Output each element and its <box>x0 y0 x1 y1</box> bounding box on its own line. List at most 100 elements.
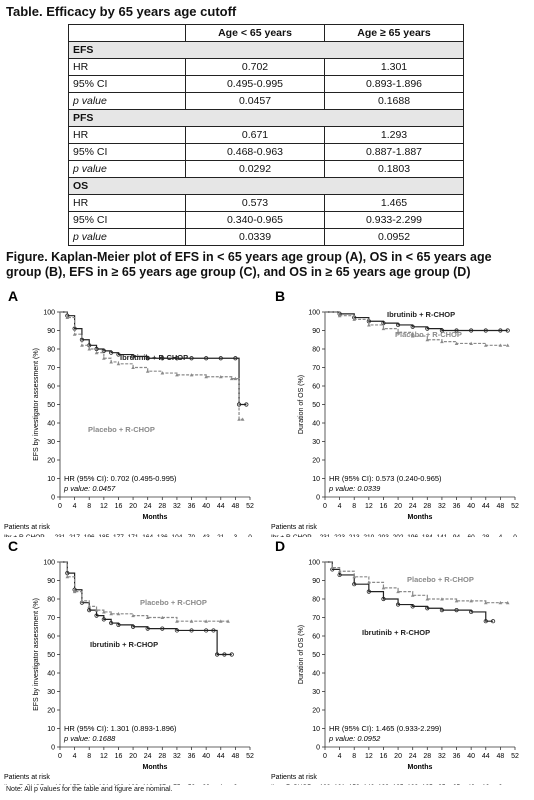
risk-count: 161 <box>334 784 345 785</box>
y-tick-label: 40 <box>312 671 320 678</box>
table-row: 95% CI 0.495-0.995 0.893-1.896 <box>68 75 464 93</box>
censor-mark <box>65 315 70 320</box>
x-tick-label: 24 <box>409 753 417 760</box>
ibrutinib-legend-label: Ibrutinib + R-CHOP <box>120 353 188 362</box>
y-tick-label: 80 <box>47 347 55 354</box>
censor-mark <box>229 376 234 381</box>
censor-mark <box>352 317 357 321</box>
x-tick-label: 48 <box>496 503 504 510</box>
risk-count: 132 <box>407 784 418 785</box>
risk-count: 0 <box>234 784 238 785</box>
x-tick-label: 52 <box>246 503 254 510</box>
censor-mark <box>145 615 150 619</box>
y-tick-label: 100 <box>308 310 320 317</box>
x-tick-label: 8 <box>352 503 356 510</box>
x-tick-label: 52 <box>511 753 519 760</box>
x-tick-label: 8 <box>87 503 91 510</box>
panel-letter: C <box>8 538 18 554</box>
y-tick-label: 80 <box>312 347 320 354</box>
risk-count: 157 <box>69 784 80 785</box>
risk-count: 4 <box>499 534 503 537</box>
x-tick-label: 24 <box>409 503 417 510</box>
censor-mark <box>425 337 430 342</box>
risk-table-title: Patients at risk <box>4 774 50 781</box>
table-header-row: Age < 65 years Age ≥ 65 years <box>68 24 464 42</box>
censor-mark <box>211 628 216 633</box>
footnote: Note: All p values for the table and fig… <box>6 786 173 793</box>
y-tick-label: 100 <box>308 560 320 567</box>
ibrutinib-legend-label: Ibrutinib + R-CHOP <box>90 640 158 649</box>
x-tick-label: 20 <box>129 503 137 510</box>
y-tick-label: 50 <box>312 402 320 409</box>
censor-mark <box>483 619 488 624</box>
row-label: HR <box>68 58 186 76</box>
censor-mark <box>425 606 430 611</box>
censor-mark <box>160 356 165 361</box>
censor-mark <box>204 628 209 633</box>
risk-count: 217 <box>69 534 80 537</box>
censor-mark <box>145 626 150 631</box>
risk-count: 210 <box>363 534 374 537</box>
risk-count: 104 <box>171 534 182 537</box>
x-tick-label: 16 <box>380 503 388 510</box>
censor-mark <box>410 593 415 597</box>
censor-mark <box>454 328 459 333</box>
risk-count: 171 <box>128 534 139 537</box>
cell-value: 0.0457 <box>185 92 325 110</box>
risk-count: 231 <box>320 534 331 537</box>
censor-mark <box>505 600 510 605</box>
cell-value: 0.671 <box>185 126 325 144</box>
risk-count: 188 <box>320 784 331 785</box>
risk-count: 196 <box>84 534 95 537</box>
x-tick-label: 36 <box>188 503 196 510</box>
x-tick-label: 32 <box>173 503 181 510</box>
y-tick-label: 50 <box>47 402 55 409</box>
censor-mark <box>116 612 121 616</box>
risk-count: 202 <box>393 534 404 537</box>
censor-mark <box>469 341 473 345</box>
risk-count: 65 <box>453 784 461 785</box>
censor-mark <box>101 348 106 353</box>
censor-mark <box>160 371 165 375</box>
censor-mark <box>236 402 242 407</box>
censor-mark <box>395 602 401 607</box>
table-row: 95% CI 0.340-0.965 0.933-2.299 <box>68 211 464 229</box>
risk-count: 152 <box>349 784 360 785</box>
y-tick-label: 50 <box>47 652 55 659</box>
risk-count: 112 <box>143 784 154 785</box>
censor-mark <box>498 328 503 333</box>
censor-mark <box>130 624 136 629</box>
censor-mark <box>226 619 230 623</box>
risk-count: 95 <box>438 784 446 785</box>
x-tick-label: 4 <box>338 753 342 760</box>
section-row-os: OS <box>68 177 464 195</box>
y-tick-label: 0 <box>316 745 320 752</box>
censor-mark <box>454 599 459 603</box>
x-tick-label: 44 <box>217 753 225 760</box>
y-tick-label: 90 <box>312 328 320 335</box>
cell-value: 0.0292 <box>185 160 325 178</box>
x-tick-label: 16 <box>115 753 123 760</box>
x-tick-label: 0 <box>58 753 62 760</box>
censor-mark <box>396 330 400 334</box>
y-tick-label: 70 <box>312 365 320 372</box>
censor-mark <box>109 620 114 626</box>
cell-value: 0.573 <box>185 194 325 212</box>
y-tick-label: 90 <box>47 578 55 585</box>
censor-mark <box>109 360 113 364</box>
censor-mark <box>425 597 430 601</box>
x-tick-label: 8 <box>352 753 356 760</box>
p-value-annotation: p value: 0.0457 <box>63 484 116 493</box>
risk-count: 43 <box>203 534 211 537</box>
p-value-annotation: p value: 0.0339 <box>328 484 381 493</box>
y-tick-label: 50 <box>312 652 320 659</box>
y-tick-label: 80 <box>312 597 320 604</box>
censor-mark <box>483 328 488 333</box>
censor-mark <box>454 608 459 613</box>
risk-count: 3 <box>234 534 238 537</box>
cell-value: 0.0339 <box>185 228 325 246</box>
panel-letter: D <box>275 538 285 554</box>
censor-mark <box>483 600 488 605</box>
censor-mark <box>237 417 241 421</box>
